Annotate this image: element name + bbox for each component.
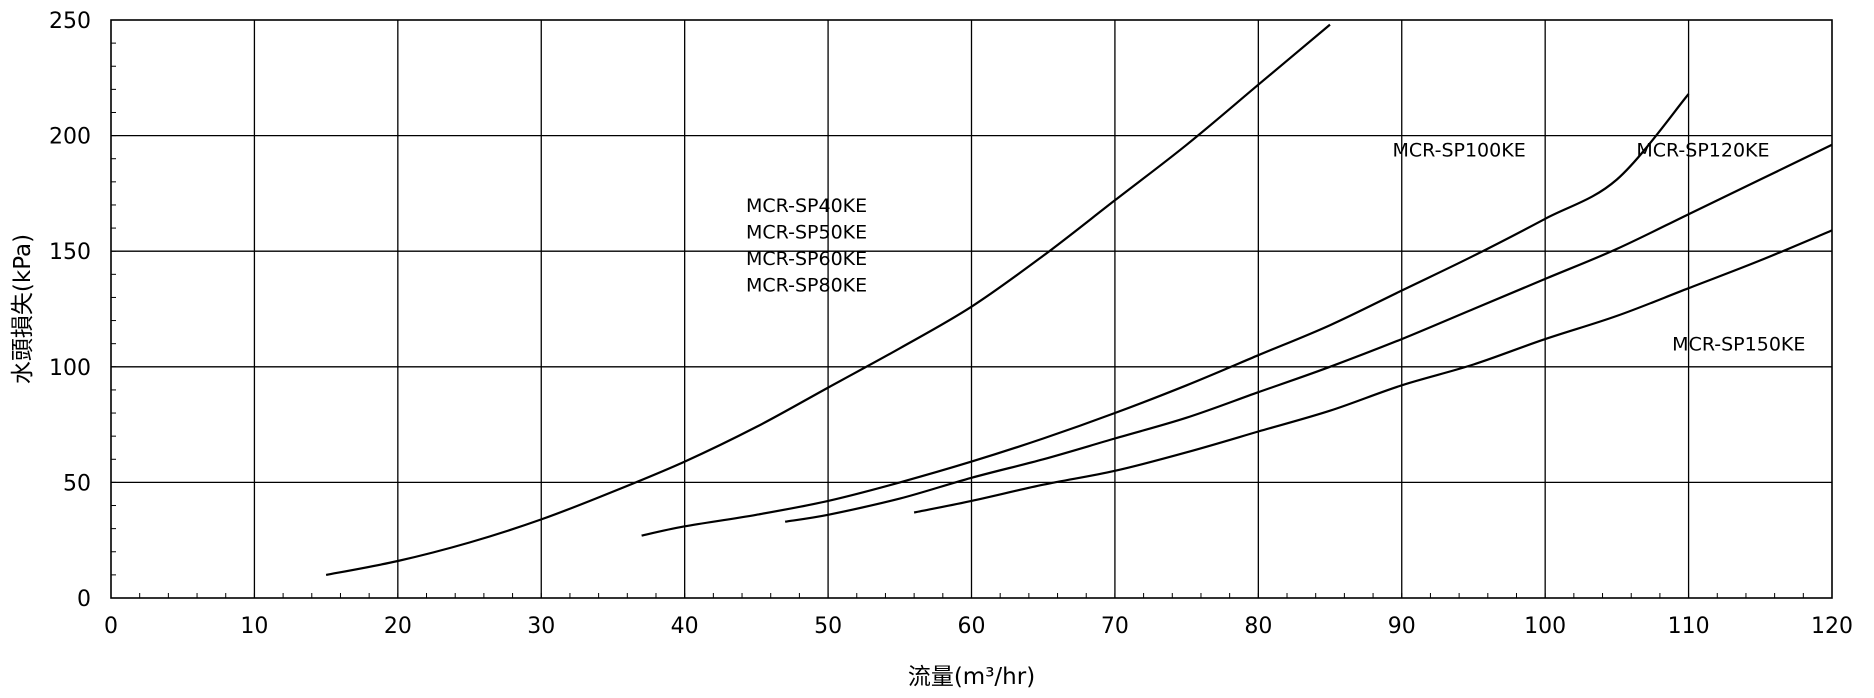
x-tick-label: 50 — [814, 614, 842, 639]
y-tick-label: 250 — [49, 9, 91, 34]
y-tick-label: 100 — [49, 356, 91, 381]
x-tick-label: 0 — [104, 614, 118, 639]
x-tick-label: 90 — [1388, 614, 1416, 639]
x-tick-label: 120 — [1811, 614, 1853, 639]
x-axis-title-unit: (m³/hr) — [954, 664, 1035, 690]
x-tick-labels: 0 10 20 30 40 50 60 70 80 90 100 110 120 — [104, 614, 1853, 639]
x-tick-label: 60 — [958, 614, 986, 639]
x-tick-label: 70 — [1101, 614, 1129, 639]
x-tick-label: 30 — [527, 614, 555, 639]
y-tick-label: 50 — [63, 471, 91, 496]
series-layer — [325, 23, 1833, 576]
y-tick-label: 0 — [77, 587, 91, 612]
series-line-2 — [641, 93, 1690, 537]
series-line-1 — [325, 23, 1331, 576]
y-axis-title: 水頭損失(kPa) — [10, 234, 36, 384]
curve-label: MCR-SP40KE — [746, 195, 867, 217]
curve-label: MCR-SP50KE — [746, 221, 867, 243]
x-tick-label: 10 — [240, 614, 268, 639]
annotations: MCR-SP40KE MCR-SP50KE MCR-SP60KE MCR-SP80KE… — [746, 139, 1805, 355]
x-axis-title-main: 流量 — [908, 664, 954, 690]
series-line-3 — [784, 143, 1833, 523]
series-line-4 — [913, 229, 1833, 514]
plot-frame — [110, 19, 1833, 599]
curve-label: MCR-SP60KE — [746, 248, 867, 270]
x-tick-label: 20 — [384, 614, 412, 639]
y-tick-label: 200 — [49, 125, 91, 150]
curve-label: MCR-SP120KE — [1636, 139, 1769, 161]
grid — [111, 20, 1832, 598]
y-tick-labels: 0 50 100 150 200 250 — [49, 9, 91, 612]
x-axis-title: 流量(m³/hr) — [908, 664, 1035, 690]
y-tick-label: 150 — [49, 240, 91, 265]
curve-label: MCR-SP150KE — [1672, 334, 1805, 356]
x-tick-label: 110 — [1668, 614, 1710, 639]
x-tick-label: 40 — [671, 614, 699, 639]
curve-label: MCR-SP80KE — [746, 275, 867, 297]
x-tick-label: 80 — [1244, 614, 1272, 639]
minor-ticks — [110, 19, 1833, 599]
x-tick-label: 100 — [1524, 614, 1566, 639]
curve-label: MCR-SP100KE — [1393, 139, 1526, 161]
